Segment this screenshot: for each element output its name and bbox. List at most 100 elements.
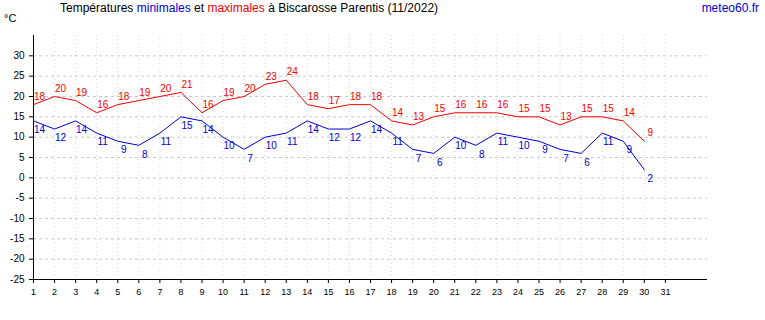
svg-text:12: 12 bbox=[55, 132, 67, 143]
svg-text:17: 17 bbox=[329, 95, 341, 106]
svg-text:25: 25 bbox=[534, 287, 544, 297]
svg-text:15: 15 bbox=[181, 120, 193, 131]
svg-text:12: 12 bbox=[260, 287, 270, 297]
svg-text:10: 10 bbox=[455, 140, 467, 151]
svg-text:15: 15 bbox=[323, 287, 333, 297]
svg-text:20: 20 bbox=[13, 91, 25, 102]
svg-text:15: 15 bbox=[518, 103, 530, 114]
svg-text:9: 9 bbox=[199, 287, 204, 297]
svg-text:22: 22 bbox=[471, 287, 481, 297]
svg-text:10: 10 bbox=[266, 140, 278, 151]
svg-text:20: 20 bbox=[160, 83, 172, 94]
svg-text:0: 0 bbox=[19, 172, 25, 183]
svg-text:20: 20 bbox=[429, 287, 439, 297]
svg-text:8: 8 bbox=[142, 149, 148, 160]
svg-text:24: 24 bbox=[287, 66, 299, 77]
svg-text:23: 23 bbox=[266, 71, 278, 82]
svg-text:13: 13 bbox=[281, 287, 291, 297]
svg-text:-5: -5 bbox=[16, 192, 25, 203]
svg-text:9: 9 bbox=[121, 144, 127, 155]
svg-text:21: 21 bbox=[450, 287, 460, 297]
svg-text:26: 26 bbox=[555, 287, 565, 297]
svg-text:5: 5 bbox=[19, 152, 25, 163]
svg-text:14: 14 bbox=[202, 124, 214, 135]
svg-text:7: 7 bbox=[416, 153, 422, 164]
svg-text:13: 13 bbox=[413, 111, 425, 122]
svg-text:25: 25 bbox=[13, 70, 25, 81]
svg-text:14: 14 bbox=[302, 287, 312, 297]
svg-text:15: 15 bbox=[582, 103, 594, 114]
svg-text:10: 10 bbox=[13, 131, 25, 142]
svg-text:7: 7 bbox=[563, 153, 569, 164]
svg-text:8: 8 bbox=[479, 149, 485, 160]
svg-text:12: 12 bbox=[350, 132, 362, 143]
svg-text:6: 6 bbox=[437, 157, 443, 168]
svg-text:18: 18 bbox=[118, 91, 130, 102]
svg-text:19: 19 bbox=[408, 287, 418, 297]
svg-text:20: 20 bbox=[245, 83, 257, 94]
svg-text:23: 23 bbox=[492, 287, 502, 297]
svg-text:11: 11 bbox=[603, 136, 614, 147]
svg-text:16: 16 bbox=[202, 99, 214, 110]
svg-text:29: 29 bbox=[618, 287, 628, 297]
svg-text:-15: -15 bbox=[10, 233, 25, 244]
svg-text:14: 14 bbox=[76, 124, 88, 135]
svg-text:7: 7 bbox=[247, 153, 253, 164]
svg-text:16: 16 bbox=[97, 99, 109, 110]
svg-text:16: 16 bbox=[455, 99, 467, 110]
svg-text:28: 28 bbox=[597, 287, 607, 297]
svg-text:14: 14 bbox=[392, 107, 404, 118]
svg-text:6: 6 bbox=[584, 157, 590, 168]
svg-text:30: 30 bbox=[13, 50, 25, 61]
svg-text:11: 11 bbox=[239, 287, 248, 297]
svg-text:11: 11 bbox=[161, 136, 172, 147]
svg-text:-10: -10 bbox=[10, 213, 25, 224]
svg-text:15: 15 bbox=[434, 103, 446, 114]
svg-text:9: 9 bbox=[626, 144, 632, 155]
svg-text:24: 24 bbox=[513, 287, 523, 297]
svg-text:5: 5 bbox=[115, 287, 120, 297]
svg-text:18: 18 bbox=[371, 91, 383, 102]
svg-text:10: 10 bbox=[224, 140, 236, 151]
svg-text:3: 3 bbox=[73, 287, 78, 297]
svg-text:14: 14 bbox=[624, 107, 636, 118]
svg-text:2: 2 bbox=[648, 173, 654, 184]
svg-text:15: 15 bbox=[13, 111, 25, 122]
svg-text:27: 27 bbox=[576, 287, 586, 297]
svg-text:11: 11 bbox=[498, 136, 509, 147]
svg-text:10: 10 bbox=[518, 140, 530, 151]
svg-text:18: 18 bbox=[350, 91, 362, 102]
svg-text:30: 30 bbox=[639, 287, 649, 297]
svg-text:18: 18 bbox=[308, 91, 320, 102]
svg-text:21: 21 bbox=[181, 79, 193, 90]
svg-text:16: 16 bbox=[497, 99, 509, 110]
svg-text:14: 14 bbox=[371, 124, 383, 135]
svg-text:1: 1 bbox=[31, 287, 36, 297]
svg-text:6: 6 bbox=[136, 287, 141, 297]
svg-text:12: 12 bbox=[329, 132, 341, 143]
svg-text:11: 11 bbox=[392, 136, 403, 147]
svg-text:15: 15 bbox=[539, 103, 551, 114]
svg-text:15: 15 bbox=[603, 103, 615, 114]
svg-text:19: 19 bbox=[139, 87, 151, 98]
svg-text:11: 11 bbox=[287, 136, 298, 147]
svg-text:18: 18 bbox=[387, 287, 397, 297]
svg-text:13: 13 bbox=[561, 111, 573, 122]
svg-text:10: 10 bbox=[218, 287, 228, 297]
svg-text:19: 19 bbox=[224, 87, 236, 98]
svg-text:14: 14 bbox=[308, 124, 320, 135]
svg-text:-20: -20 bbox=[10, 253, 25, 264]
svg-text:20: 20 bbox=[55, 83, 67, 94]
svg-text:9: 9 bbox=[648, 127, 654, 138]
svg-text:16: 16 bbox=[344, 287, 354, 297]
svg-text:2: 2 bbox=[52, 287, 57, 297]
svg-text:14: 14 bbox=[34, 124, 46, 135]
svg-text:17: 17 bbox=[365, 287, 375, 297]
svg-text:31: 31 bbox=[660, 287, 670, 297]
svg-text:11: 11 bbox=[97, 136, 108, 147]
svg-text:-25: -25 bbox=[10, 274, 25, 285]
svg-text:4: 4 bbox=[94, 287, 99, 297]
svg-text:7: 7 bbox=[157, 287, 162, 297]
svg-text:18: 18 bbox=[34, 91, 46, 102]
svg-text:16: 16 bbox=[476, 99, 488, 110]
